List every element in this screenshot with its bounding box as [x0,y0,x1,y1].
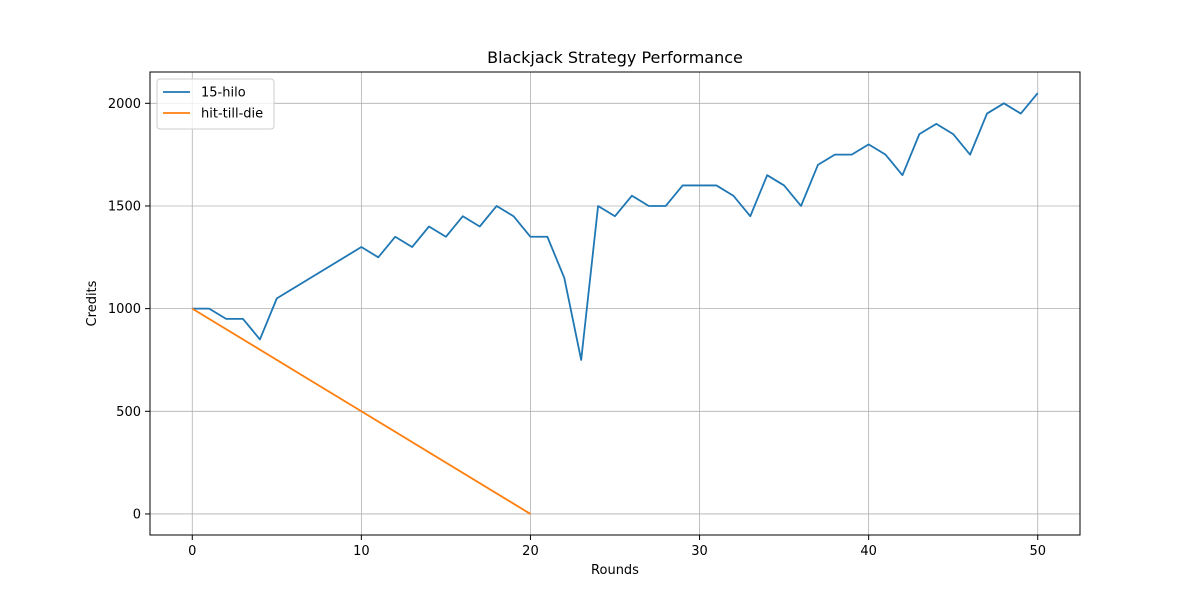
plot-frame [149,71,1081,536]
chart-title: Blackjack Strategy Performance [487,48,743,67]
grid [150,72,1080,535]
x-tick-label: 50 [1029,544,1046,559]
series-line-15-hilo [192,92,1039,361]
legend-entry: 15-hilo [201,86,246,101]
y-tick-label: 1000 [108,302,141,317]
x-tick-label: 30 [691,544,708,559]
y-tick-label: 0 [133,507,141,522]
y-axis-label: Credits [85,280,100,326]
y-tick-label: 500 [116,405,141,420]
x-axis-label: Rounds [591,563,639,578]
x-tick-label: 40 [860,544,877,559]
x-tick-label: 20 [522,544,539,559]
x-tick-label: 0 [188,544,196,559]
y-tick-label: 1500 [108,199,141,214]
y-tick-label: 2000 [108,97,141,112]
legend: 15-hilo hit-till-die [156,78,275,130]
legend-entry: hit-till-die [201,107,263,122]
series-layer [191,92,1039,515]
x-tick-label: 10 [353,544,370,559]
series-line-hit-till-die [191,307,531,515]
